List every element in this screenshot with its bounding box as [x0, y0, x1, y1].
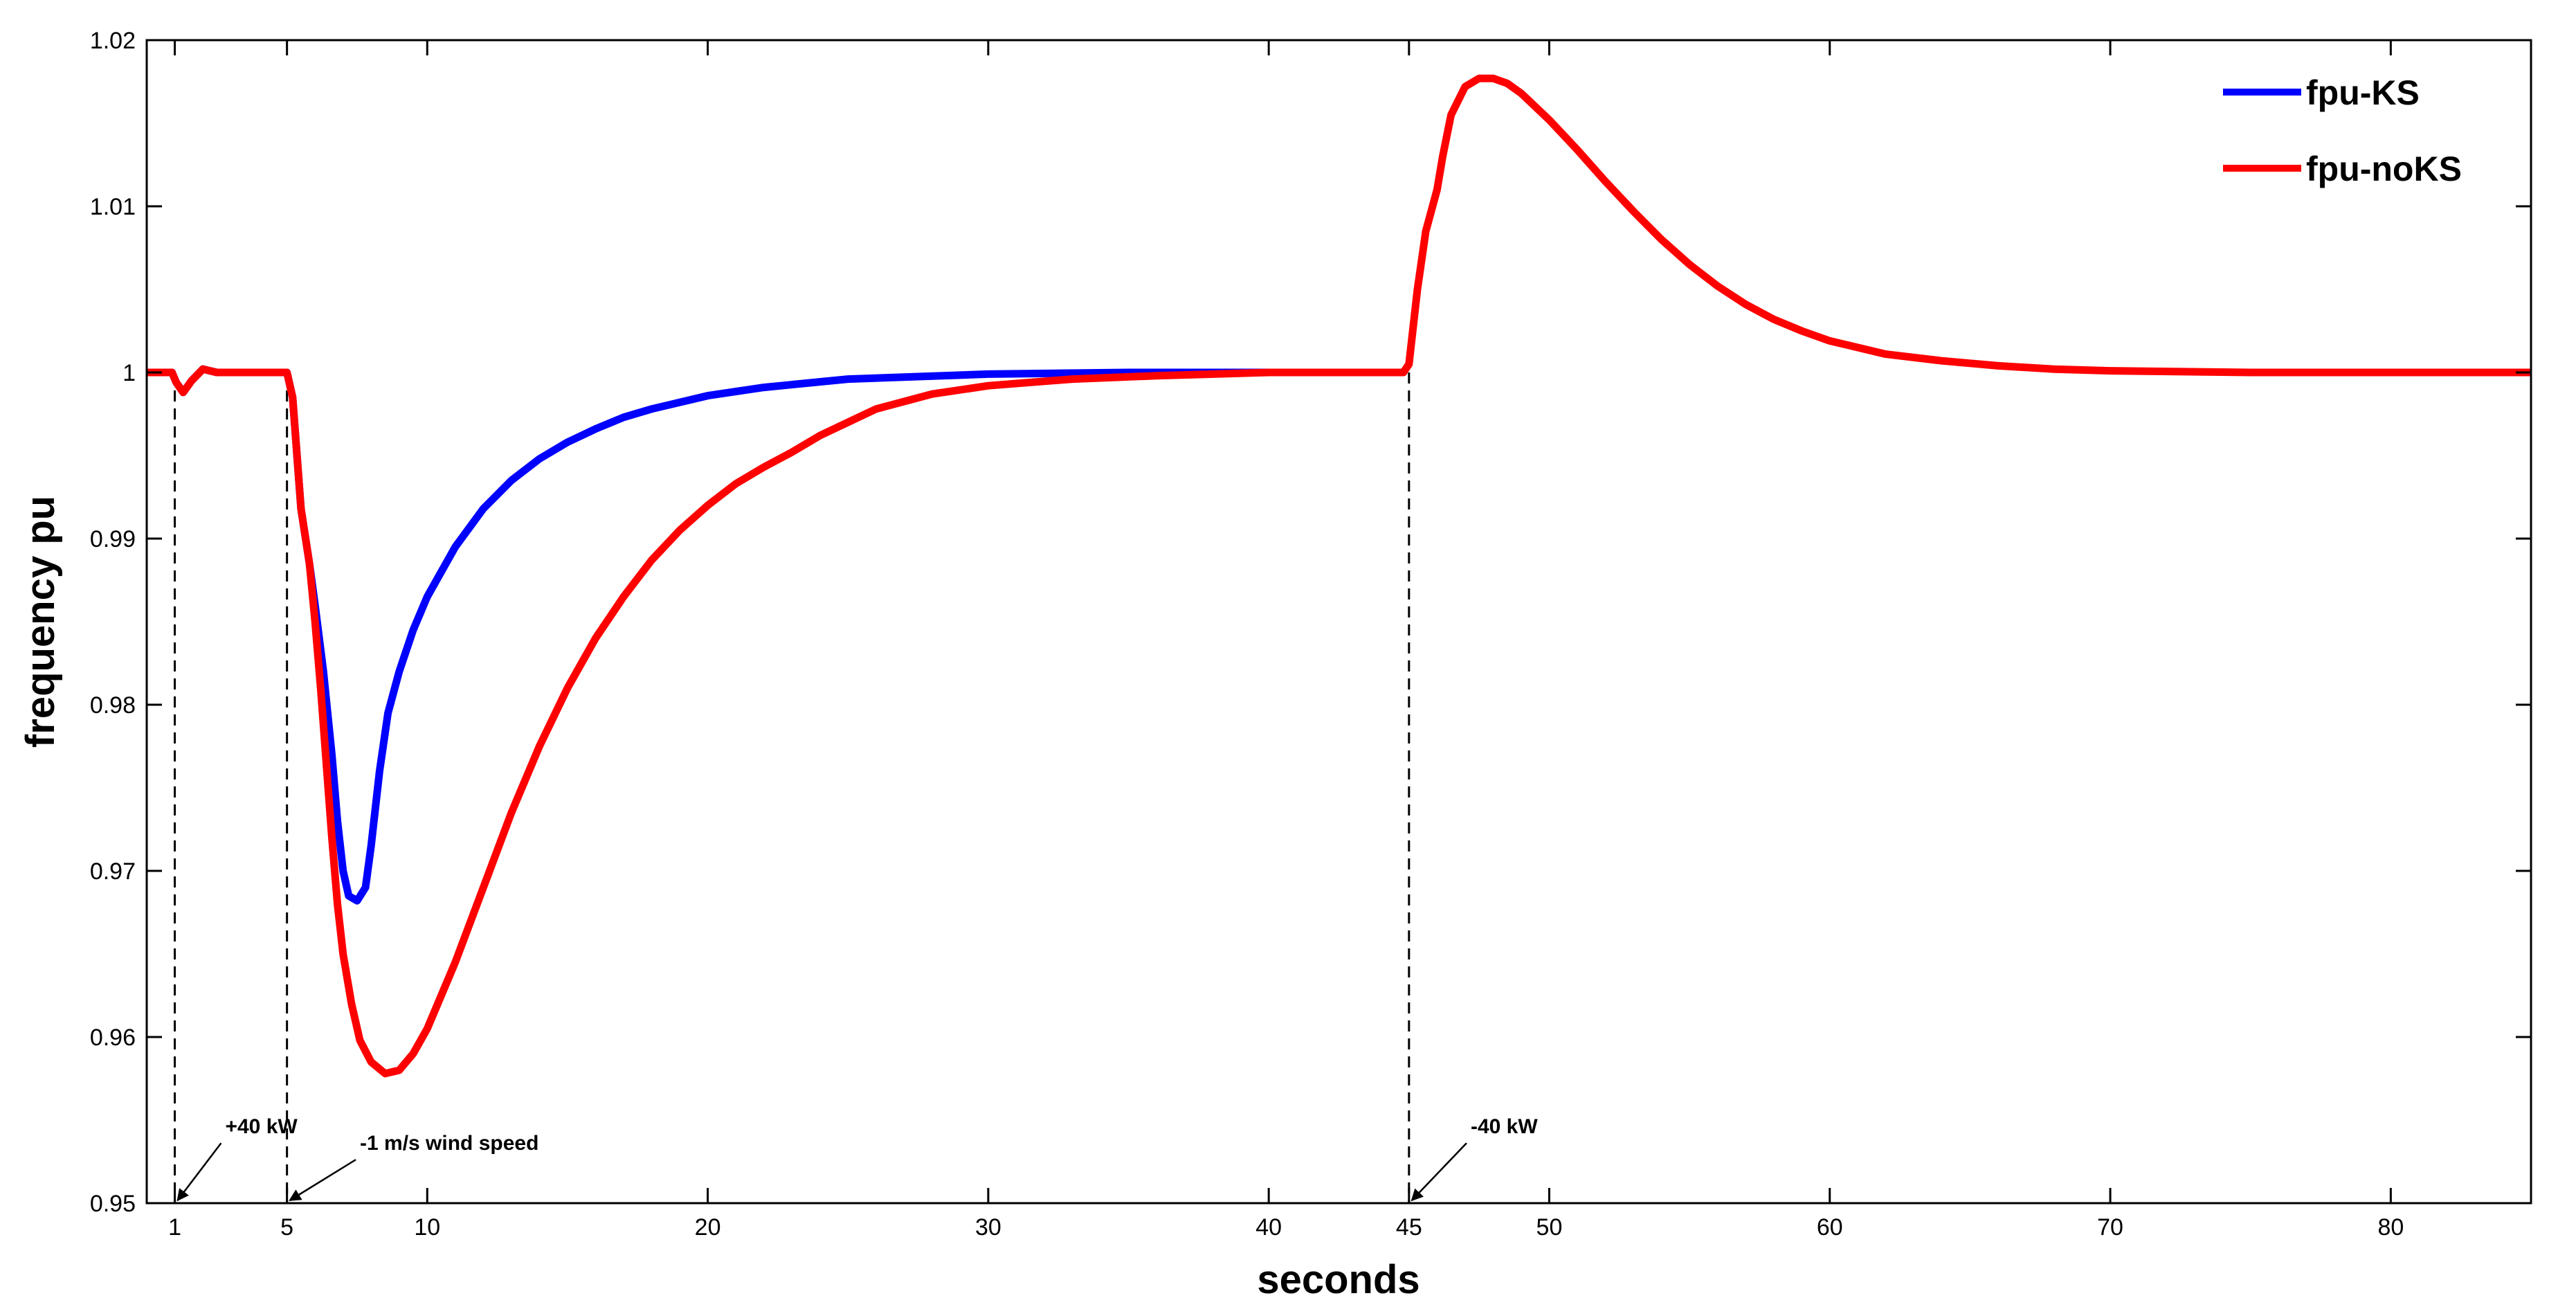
x-tick-label-30: 30	[975, 1214, 1001, 1241]
annotation-arrow-0	[176, 1142, 222, 1202]
y-tick-label-0-97: 0.97	[90, 858, 136, 885]
y-tick-label-0-98: 0.98	[90, 692, 136, 719]
x-tick-label-40: 40	[1255, 1214, 1282, 1241]
y-tick-label-1-01: 1.01	[90, 194, 136, 220]
y-axis-title: frequency pu	[18, 496, 63, 748]
series-line-fpu-noks	[147, 74, 2531, 1078]
legend-label-fpu-ks: fpu-KS	[2306, 73, 2420, 112]
y-tick-label-0-95: 0.95	[90, 1191, 136, 1217]
x-tick-label-80: 80	[2377, 1214, 2404, 1241]
x-tick-label-1: 1	[168, 1214, 181, 1241]
event-lines	[174, 372, 1411, 1203]
x-tick-label-45: 45	[1396, 1214, 1422, 1241]
annotation-label-0: +40 kW	[225, 1115, 298, 1138]
x-axis-ticks: 1 5 10 20 30 40 45 50 60 70 80	[168, 40, 2404, 1241]
x-axis-title: seconds	[1257, 1257, 1419, 1302]
legend: fpu-KS fpu-noKS	[2223, 73, 2462, 188]
annotation-layer: +40 kW -1 m/s wind speed -40 kW	[176, 1115, 1538, 1202]
annotation-label-2: -40 kW	[1471, 1115, 1538, 1138]
annotation-arrow-2	[1411, 1142, 1467, 1202]
plot-frame	[145, 39, 2532, 1205]
y-tick-label-0-96: 0.96	[90, 1025, 136, 1051]
x-tick-label-50: 50	[1536, 1214, 1563, 1241]
annotation-label-1: -1 m/s wind speed	[360, 1132, 538, 1155]
y-tick-label-0-99: 0.99	[90, 526, 136, 552]
x-tick-label-5: 5	[280, 1214, 293, 1241]
y-tick-label-1: 1	[123, 360, 136, 386]
series-line-fpu-ks	[147, 365, 1405, 905]
y-axis-ticks: 0.95 0.96 0.97 0.98 0.99 1 1.01 1.02	[90, 28, 2531, 1217]
x-tick-label-70: 70	[2097, 1214, 2123, 1241]
x-tick-label-20: 20	[695, 1214, 721, 1241]
x-tick-label-60: 60	[1817, 1214, 1843, 1241]
annotation-arrow-1	[289, 1159, 356, 1202]
series-layer	[147, 74, 2531, 1078]
legend-label-fpu-noks: fpu-noKS	[2306, 150, 2462, 188]
x-tick-label-10: 10	[414, 1214, 440, 1241]
y-tick-label-1-02: 1.02	[90, 28, 136, 54]
